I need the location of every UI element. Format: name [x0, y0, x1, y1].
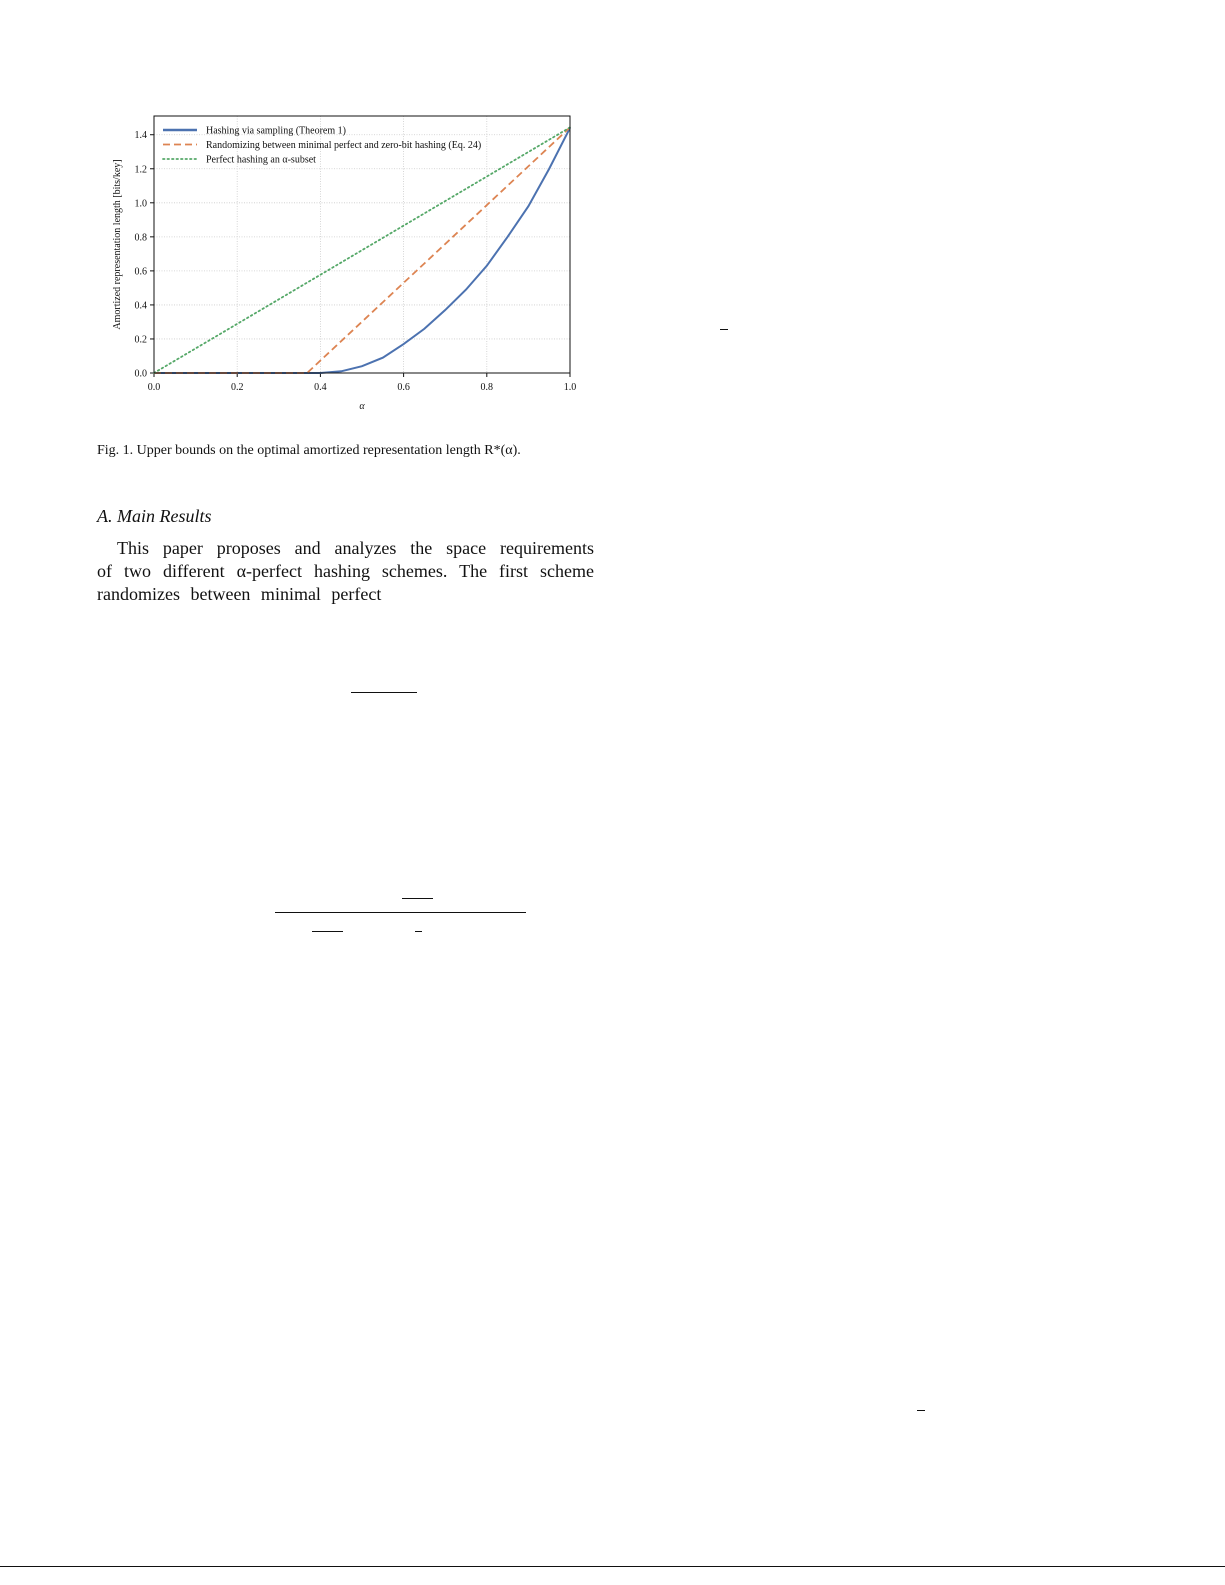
body-paragraph: This paper proposes and analyzes the spa… — [97, 537, 594, 606]
legend-label: Perfect hashing an α-subset — [206, 155, 316, 166]
x-tick-label: 1.0 — [564, 382, 577, 393]
legend-label: Randomizing between minimal perfect and … — [206, 140, 481, 151]
fraction-bar — [720, 329, 728, 330]
figure-caption: Fig. 1. Upper bounds on the optimal amor… — [97, 443, 521, 458]
fraction-bar — [415, 931, 422, 932]
y-tick-label: 0.0 — [135, 369, 148, 380]
paragraph-line: This paper proposes and analyzes the spa… — [117, 538, 594, 558]
fraction-bar — [402, 898, 433, 899]
fraction-bar — [312, 931, 343, 932]
fraction-bar — [275, 912, 526, 913]
x-tick-label: 0.0 — [148, 382, 161, 393]
paragraph-line: of two different α-perfect hashing schem… — [97, 561, 594, 581]
series-line — [153, 126, 571, 374]
y-tick-label: 0.8 — [135, 232, 148, 243]
fraction-bar — [351, 692, 417, 693]
fraction-bar — [917, 1410, 925, 1411]
y-axis-label: Amortized representation length [bits/ke… — [112, 159, 123, 329]
figure-1-chart: 0.0 0.2 0.4 0.6 0.8 1.0 0.0 0.2 0.4 0.6 0.8 1.0 1.2 1… — [112, 115, 577, 412]
y-tick-label: 0.6 — [135, 266, 148, 277]
x-tick-label: 0.6 — [397, 382, 410, 393]
y-tick-label: 0.4 — [135, 300, 148, 311]
series-line — [154, 127, 571, 374]
plot-frame — [153, 115, 571, 374]
y-tick-label: 1.2 — [135, 164, 148, 175]
section-heading: A. Main Results — [97, 506, 212, 526]
y-tick-label: 1.4 — [135, 130, 148, 141]
x-tick-label: 0.8 — [481, 382, 494, 393]
x-tick-label: 0.4 — [314, 382, 327, 393]
y-tick-label: 0.2 — [135, 334, 148, 345]
x-axis-label: α — [359, 401, 365, 412]
paragraph-line: randomizes between minimal perfect — [97, 584, 382, 604]
legend-label: Hashing via sampling (Theorem 1) — [206, 126, 346, 137]
y-tick-label: 1.0 — [135, 198, 148, 209]
page-bottom-rule — [0, 1566, 1225, 1567]
x-tick-label: 0.2 — [231, 382, 244, 393]
